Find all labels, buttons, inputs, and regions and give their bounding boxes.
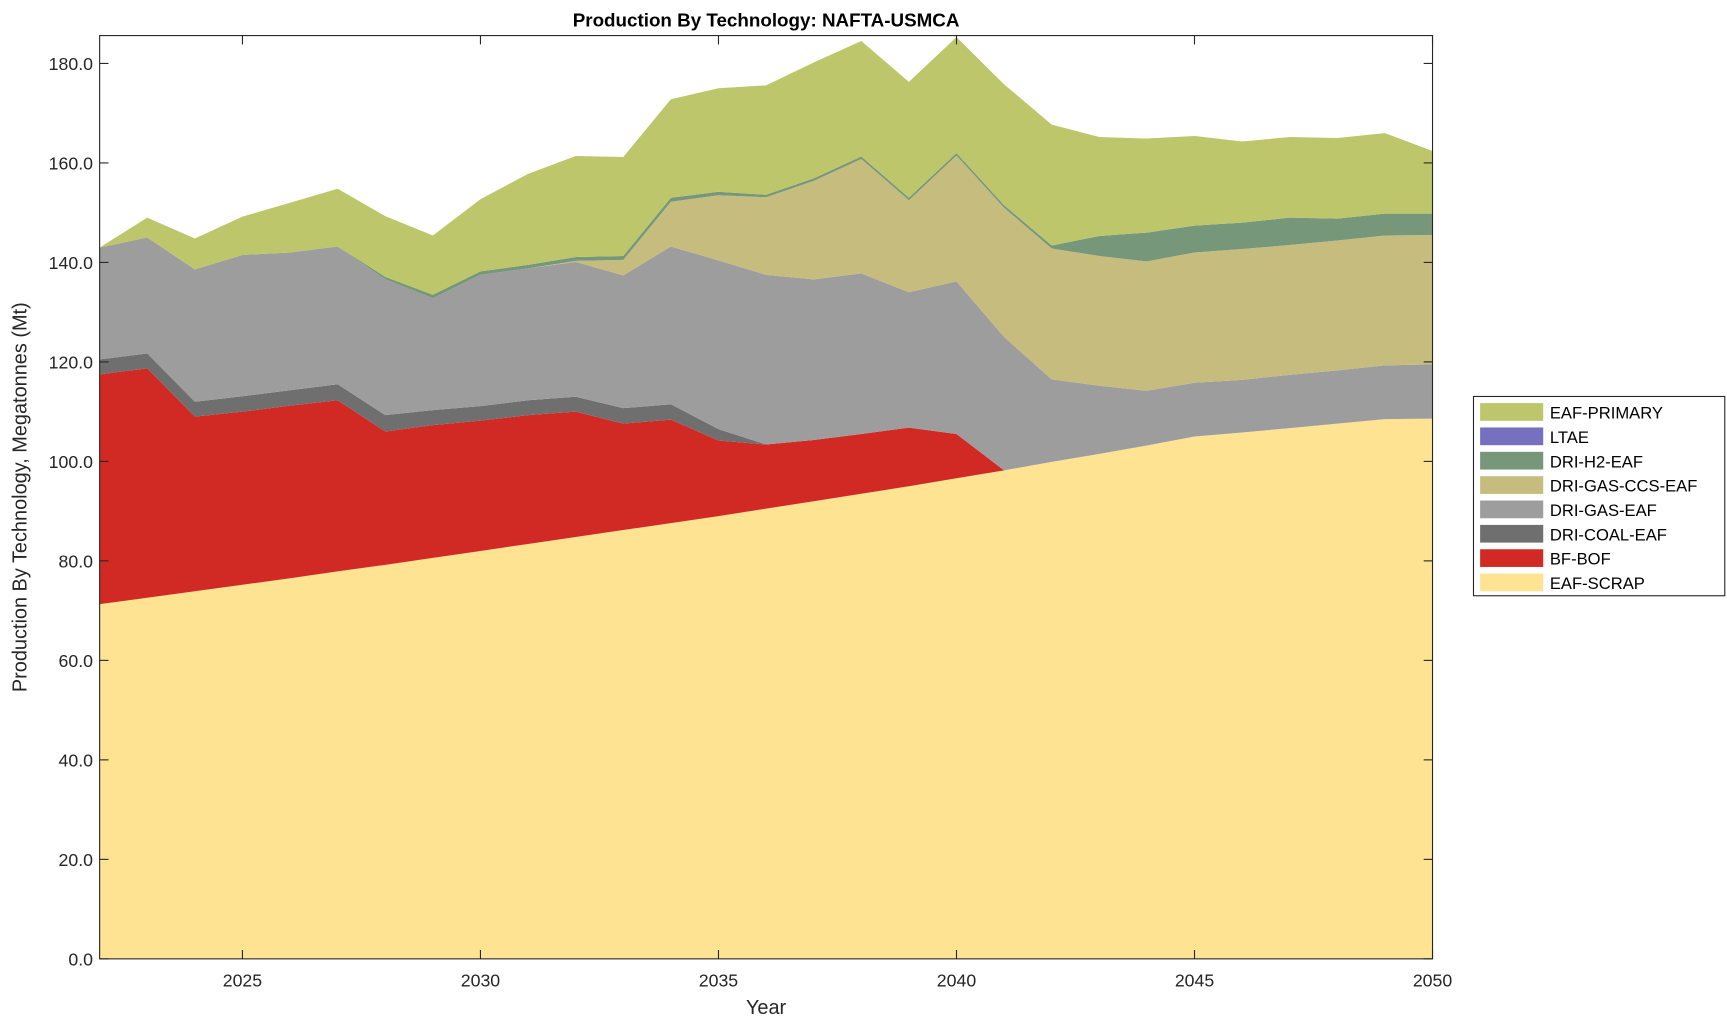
legend-label: DRI-GAS-CCS-EAF — [1550, 477, 1698, 496]
legend-label: DRI-GAS-EAF — [1550, 501, 1657, 520]
y-tick-label: 0.0 — [68, 949, 93, 969]
y-axis: 0.0 20.0 40.0 60.0 80.0 100.0 120.0 140.0 160.0 1… — [49, 54, 1433, 969]
area-dri-gas-ccs-eaf — [99, 155, 1433, 391]
x-tick-label: 2035 — [699, 971, 739, 991]
legend-label: EAF-PRIMARY — [1550, 404, 1663, 423]
x-tick-label: 2040 — [937, 971, 977, 991]
x-tick-label: 2050 — [1413, 971, 1453, 991]
legend-item: DRI-GAS-CCS-EAF — [1480, 476, 1698, 496]
legend-swatch — [1480, 500, 1544, 519]
area-eaf-scrap — [99, 418, 1433, 959]
legend: EAF-PRIMARY LTAE DRI-H2-EAF DRI-GAS-CCS-EAF… — [1472, 395, 1726, 597]
legend-item: DRI-COAL-EAF — [1480, 524, 1667, 544]
plot-areas — [99, 37, 1433, 959]
y-tick-label: 180.0 — [49, 54, 93, 74]
legend-swatch — [1480, 476, 1544, 494]
legend-item: BF-BOF — [1480, 549, 1611, 569]
legend-swatch — [1480, 573, 1544, 592]
x-axis-label: Year — [746, 997, 787, 1019]
legend-label: LTAE — [1550, 428, 1589, 447]
y-tick-label: 160.0 — [49, 154, 93, 174]
chart-title: Production By Technology: NAFTA-USMCA — [573, 10, 960, 31]
area-dri-coal-eaf — [99, 353, 1433, 471]
area-dri-gas-eaf — [99, 237, 1433, 471]
y-axis-label: Production By Technology, Megatonnes (Mt… — [10, 302, 32, 692]
x-tick-label: 2030 — [461, 971, 501, 991]
legend-item: DRI-H2-EAF — [1480, 451, 1643, 471]
legend-swatch — [1480, 403, 1544, 421]
y-tick-label: 100.0 — [49, 452, 93, 472]
y-tick-label: 40.0 — [59, 751, 94, 771]
x-tick-label: 2045 — [1175, 971, 1215, 991]
legend-item: EAF-PRIMARY — [1480, 403, 1663, 423]
legend-label: DRI-COAL-EAF — [1550, 525, 1667, 544]
plot-frame — [99, 35, 1434, 960]
legend-swatch — [1480, 524, 1544, 543]
y-tick-label: 120.0 — [49, 353, 93, 373]
x-tick-label: 2025 — [223, 971, 263, 991]
y-tick-label: 80.0 — [59, 552, 94, 572]
area-bf-bof — [99, 368, 1433, 605]
legend-item: DRI-GAS-EAF — [1480, 500, 1657, 520]
y-tick-label: 60.0 — [59, 651, 94, 671]
legend-label: DRI-H2-EAF — [1550, 452, 1643, 471]
legend-swatch — [1480, 549, 1544, 567]
area-eaf-primary — [99, 37, 1433, 295]
x-axis: 2025 2030 2035 2040 2045 2050 — [223, 35, 1453, 991]
legend-label: EAF-SCRAP — [1550, 574, 1645, 593]
legend-swatch — [1480, 451, 1544, 470]
legend-label: BF-BOF — [1550, 550, 1611, 569]
legend-swatch — [1480, 427, 1544, 446]
y-tick-label: 140.0 — [49, 253, 93, 273]
legend-item: LTAE — [1480, 427, 1589, 447]
y-tick-label: 20.0 — [59, 850, 94, 870]
legend-item: EAF-SCRAP — [1480, 573, 1645, 593]
